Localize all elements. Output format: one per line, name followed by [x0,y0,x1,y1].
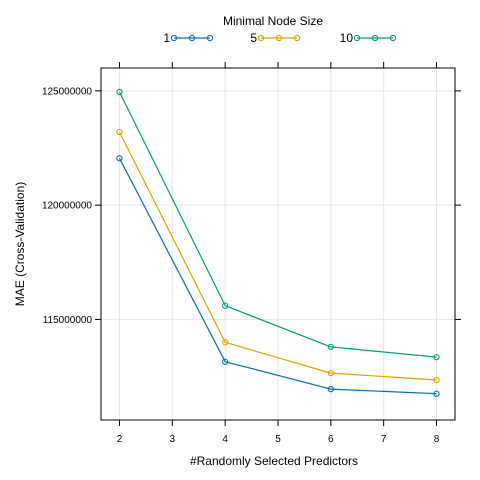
legend-point-1 [206,34,214,42]
legend-label-1: 1 [163,31,170,45]
x-tick-label: 2 [117,434,123,445]
legend-label-5: 5 [250,31,257,45]
data-point-5 [222,339,229,346]
series-layer [116,88,440,397]
series-line-10 [118,91,437,358]
data-point-1 [327,385,334,393]
y-axis-label: MAE (Cross-Validation) [13,182,27,306]
data-point-10 [327,343,334,351]
y-tick-label: 120000000 [42,201,92,212]
data-point-5 [433,376,440,384]
series-line-1 [118,158,437,395]
data-point-5 [327,369,334,377]
axes: 2 3 4 5 6 7 8 115000000 120000000 125000000 [42,62,461,445]
legend-label-10: 10 [340,31,354,45]
grid [101,68,455,420]
legend-point-10 [389,34,397,42]
y-tick-label: 115000000 [43,315,93,326]
data-point-5 [116,128,123,136]
data-point-10 [222,302,229,309]
x-tick-label: 8 [434,434,440,445]
data-point-1 [222,358,229,365]
data-point-1 [116,155,123,162]
x-tick-label: 4 [222,434,228,445]
x-axis-label: #Randomly Selected Predictors [190,454,358,468]
y-tick-label: 125000000 [42,86,92,97]
legend-title: Minimal Node Size [223,14,323,28]
x-tick-label: 6 [328,434,334,445]
data-point-10 [116,88,123,96]
legend-point-10 [371,34,379,42]
legend: Minimal Node Size 1 5 10 [163,14,397,45]
series-line-5 [118,131,437,381]
legend-point-5 [275,34,283,42]
legend-point-1 [188,34,196,42]
x-tick-label: 7 [381,434,387,445]
x-tick-label: 5 [275,434,281,445]
data-point-1 [433,390,440,397]
x-tick-label: 3 [170,434,176,445]
legend-point-10 [353,34,361,42]
legend-point-5 [293,34,301,42]
data-point-10 [433,353,440,361]
legend-point-5 [257,34,265,42]
legend-point-1 [170,34,178,42]
